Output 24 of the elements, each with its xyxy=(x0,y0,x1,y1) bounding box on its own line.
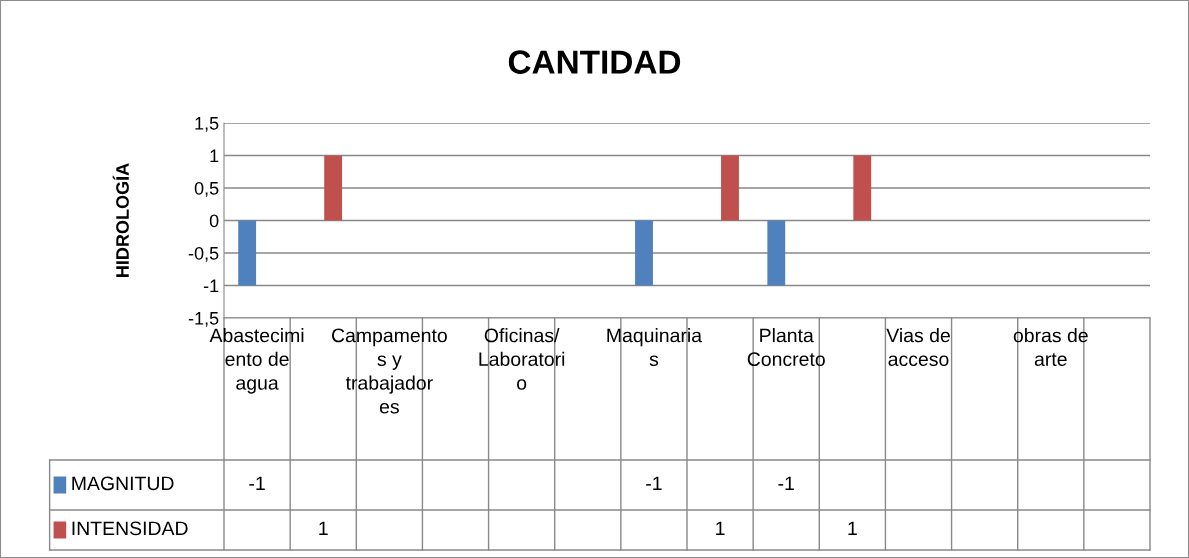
x-tick-label: Maquinarias xyxy=(607,328,703,367)
x-tick-label: obras de arte xyxy=(1013,328,1088,367)
y-tick-label: -1 xyxy=(203,279,219,293)
x-tick-label: Campamentos y trabajadores xyxy=(331,328,447,414)
data-label: 1 xyxy=(848,521,857,536)
y-tick-label: 1,5 xyxy=(195,117,219,132)
legend-label: MAGNITUD xyxy=(72,476,174,491)
y-tick-label: 1 xyxy=(210,149,219,163)
legend-label: INTENSIDAD xyxy=(72,521,188,536)
data-label: 1 xyxy=(716,521,725,536)
y-axis-title: HIDROLOGÍA xyxy=(112,163,129,277)
x-tick-label: Oficinas/ Laboratorio xyxy=(479,328,565,390)
y-tick-label: 0 xyxy=(209,214,219,228)
data-label: -1 xyxy=(778,476,794,491)
x-tick-label: Abastecimiento de agua xyxy=(209,328,304,394)
chart-title: CANTIDAD xyxy=(508,50,681,74)
x-tick-label: Planta Concreto xyxy=(747,328,825,367)
x-tick-label: Vias de acceso xyxy=(886,328,950,367)
y-tick-label: -1,5 xyxy=(188,312,219,327)
y-tick-label: -0,5 xyxy=(188,246,219,262)
data-label: 1 xyxy=(319,521,328,536)
data-label: -1 xyxy=(249,476,265,491)
y-tick-label: 0,5 xyxy=(194,181,219,197)
data-label: -1 xyxy=(646,476,662,491)
